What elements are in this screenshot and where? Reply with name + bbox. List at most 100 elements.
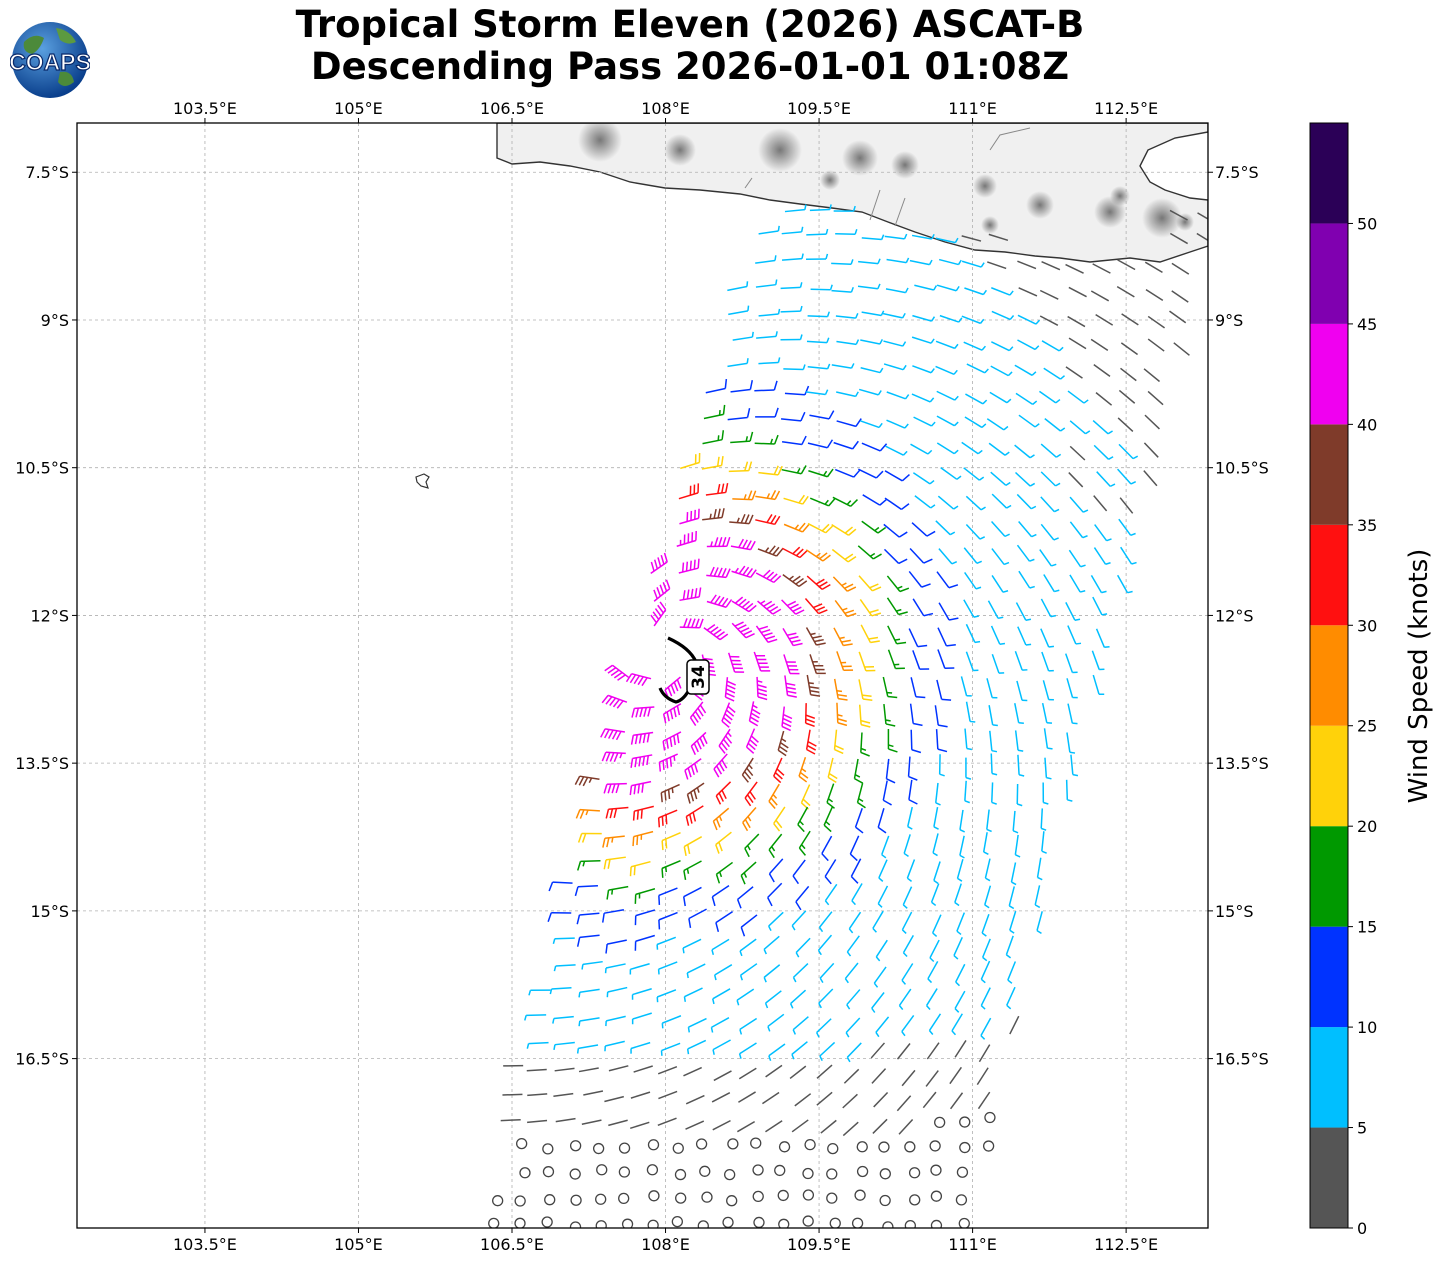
wind-barb — [873, 966, 887, 988]
wind-barb — [1017, 339, 1040, 351]
wind-barb — [791, 1041, 808, 1060]
calm-marker — [750, 1137, 762, 1149]
wind-barb — [982, 938, 991, 962]
wind-barb — [712, 1119, 731, 1131]
wind-barb — [1065, 366, 1083, 379]
wind-barb — [806, 337, 830, 344]
calm-marker — [569, 1168, 581, 1180]
wind-barb — [1116, 574, 1133, 594]
colorbar-bin — [1310, 123, 1348, 224]
colorbar-bin — [1310, 223, 1348, 324]
wind-barb — [1090, 290, 1110, 302]
wind-barb — [683, 836, 703, 857]
wind-barb — [909, 259, 933, 266]
wind-barb — [991, 653, 1005, 674]
wind-barb — [846, 1042, 862, 1063]
wind-barb — [935, 729, 948, 753]
wind-barb — [712, 1039, 731, 1055]
colorbar-tick: 5 — [1357, 1119, 1367, 1138]
wind-barb — [763, 935, 780, 955]
wind-barb — [553, 964, 576, 972]
wind-barb — [782, 574, 808, 588]
lat-tick-right: 10.5°S — [1215, 459, 1269, 478]
wind-barb — [914, 284, 938, 291]
wind-barb — [552, 937, 575, 944]
wind-barb — [806, 575, 831, 591]
colorbar-bin — [1310, 323, 1348, 425]
wind-barb — [527, 1119, 548, 1124]
wind-barb — [835, 313, 859, 319]
wind-barb — [1068, 472, 1084, 488]
wind-barb — [824, 859, 837, 885]
wind-barb — [809, 497, 836, 507]
wind-barb — [1043, 367, 1066, 380]
wind-barb — [657, 809, 678, 828]
colorbar-bin — [1310, 1127, 1348, 1228]
wind-barb — [1040, 598, 1057, 618]
wind-barb — [886, 419, 909, 429]
wind-barb — [809, 410, 835, 420]
wind-barb — [658, 911, 678, 930]
lat-tick-left: 16.5°S — [15, 1050, 69, 1069]
wind-barb — [896, 1095, 912, 1112]
wind-barb — [1017, 626, 1032, 646]
wind-barb — [976, 1067, 989, 1086]
wind-barb — [1069, 445, 1086, 461]
wind-barb — [795, 937, 811, 958]
wind-barb — [604, 664, 630, 681]
wind-barb — [1042, 680, 1054, 701]
wind-barb — [860, 339, 884, 345]
wind-barb — [780, 411, 806, 422]
calm-marker — [802, 1215, 814, 1227]
wind-barb — [742, 807, 757, 832]
lat-ticks-left: 7.5°S 9°S 10.5°S 12°S 13.5°S 15°S 16.5°S — [15, 163, 77, 1069]
wind-barb — [1041, 260, 1061, 271]
wind-barb — [1196, 232, 1208, 242]
wind-barb — [1044, 418, 1066, 432]
wind-barb — [1009, 910, 1017, 934]
wind-barb — [713, 753, 728, 778]
wind-barb — [953, 937, 963, 960]
colorbar-tick: 40 — [1357, 415, 1377, 434]
wind-barb — [1091, 650, 1105, 671]
wind-barb — [935, 365, 958, 376]
wind-barb — [755, 407, 779, 418]
wind-barb — [818, 988, 834, 1009]
wind-barb — [547, 912, 572, 922]
wind-barb — [959, 835, 965, 859]
lon-tick-bottom: 111°E — [948, 1235, 997, 1254]
calm-marker — [672, 1142, 684, 1154]
wind-barb — [1064, 653, 1078, 674]
wind-barb — [833, 440, 859, 450]
wind-barb — [986, 418, 1009, 431]
calm-marker — [856, 1141, 868, 1153]
wind-barb — [1118, 443, 1139, 460]
wind-barb — [965, 701, 976, 723]
wind-barb — [756, 676, 768, 701]
wind-barb — [901, 963, 914, 985]
wind-barb — [883, 363, 907, 371]
map-gridlines — [77, 123, 1208, 1228]
wind-barb — [713, 1070, 732, 1082]
wind-barb — [883, 703, 896, 727]
calm-marker — [908, 1167, 921, 1179]
wind-barb — [741, 757, 754, 783]
wind-barb — [578, 1067, 599, 1073]
wind-barb — [764, 990, 782, 1009]
wind-barb — [736, 988, 755, 1006]
wind-barb — [884, 233, 908, 240]
wind-barb — [791, 910, 807, 931]
wind-barb — [724, 677, 736, 702]
calm-marker — [930, 1190, 943, 1202]
wind-barb — [964, 780, 970, 804]
wind-barb — [711, 884, 730, 907]
lon-tick-bottom: 103.5°E — [173, 1235, 237, 1254]
wind-barb — [758, 465, 783, 476]
wind-barb — [744, 833, 760, 858]
wind-barb — [806, 228, 829, 236]
wind-barb — [755, 279, 778, 288]
wind-barb — [783, 522, 810, 533]
wind-barb — [911, 522, 936, 537]
calm-marker — [674, 1168, 687, 1181]
wind-barb — [911, 233, 935, 240]
